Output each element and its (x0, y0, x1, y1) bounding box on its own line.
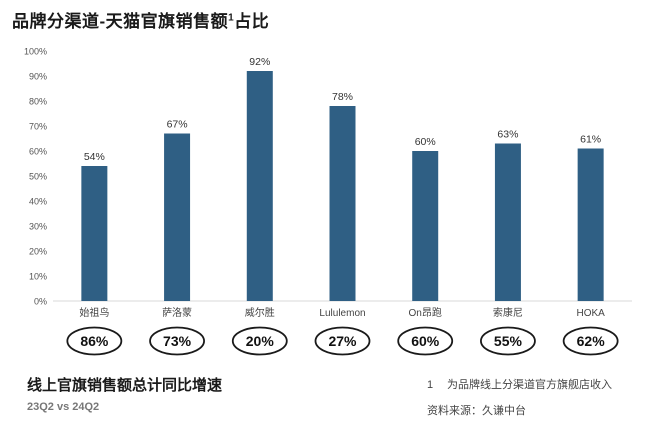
growth-value: 55% (494, 333, 523, 349)
growth-value: 27% (328, 333, 357, 349)
footnote: 1 为品牌线上分渠道官方旗舰店收入 (427, 376, 612, 392)
source-note: 资料来源：久谦中台 (427, 405, 526, 417)
growth-ellipse (231, 326, 288, 356)
x-category-label: 威尔胜 (245, 306, 275, 319)
y-tick-label: 10% (29, 272, 47, 282)
x-category-label: On昂跑 (409, 306, 442, 319)
growth-ellipse (314, 326, 371, 356)
y-tick-label: 100% (24, 47, 47, 57)
bar (494, 143, 521, 301)
y-tick-label: 90% (29, 72, 47, 82)
growth-value: 86% (80, 333, 109, 349)
bar-value-label: 63% (497, 129, 518, 141)
x-category-label: 索康尼 (493, 306, 523, 319)
x-category-label: 萨洛蒙 (162, 306, 192, 319)
growth-ellipse (66, 326, 123, 356)
footnote-text: 为品牌线上分渠道官方旗舰店收入 (447, 379, 612, 391)
bar (246, 71, 273, 301)
growth-title: 线上官旗销售额总计同比增速 (27, 377, 223, 394)
y-tick-label: 40% (29, 197, 47, 207)
chart-title: 品牌分渠道-天猫官旗销售额1占比 (12, 12, 270, 31)
y-tick-label: 70% (29, 122, 47, 132)
bar (81, 166, 108, 301)
y-tick-label: 30% (29, 222, 47, 232)
y-tick-label: 80% (29, 97, 47, 107)
bar-value-label: 60% (415, 136, 436, 148)
bar (329, 106, 356, 301)
bar-chart: 0% 10% 20% 30% 40% 50% 60% 70% 80% 90% 100% 54% 始祖鸟 8… (24, 47, 632, 356)
growth-value: 73% (163, 333, 192, 349)
x-category-label: Lululemon (319, 308, 365, 319)
growth-value: 62% (577, 333, 606, 349)
y-tick-label: 20% (29, 247, 47, 257)
bar-value-label: 92% (249, 56, 270, 68)
growth-ellipse (480, 326, 536, 356)
growth-ellipse (397, 326, 454, 356)
bar-value-label: 54% (84, 151, 105, 163)
x-category-label: HOKA (576, 308, 605, 319)
growth-value: 20% (246, 333, 275, 349)
growth-subtitle: 23Q2 vs 24Q2 (27, 401, 100, 413)
x-category-label: 始祖鸟 (79, 306, 109, 319)
bar-value-label: 78% (332, 91, 353, 103)
y-tick-label: 0% (34, 297, 47, 307)
y-tick-label: 60% (29, 147, 47, 157)
bar (412, 151, 439, 301)
growth-ellipse (562, 326, 619, 356)
bar-value-label: 67% (167, 119, 188, 131)
bar-value-label: 61% (580, 134, 601, 146)
bar (164, 133, 191, 301)
footnote-number: 1 (427, 379, 434, 391)
y-tick-label: 50% (29, 172, 47, 182)
growth-value: 60% (411, 333, 440, 349)
bar (577, 148, 604, 301)
growth-ellipse (149, 326, 205, 356)
